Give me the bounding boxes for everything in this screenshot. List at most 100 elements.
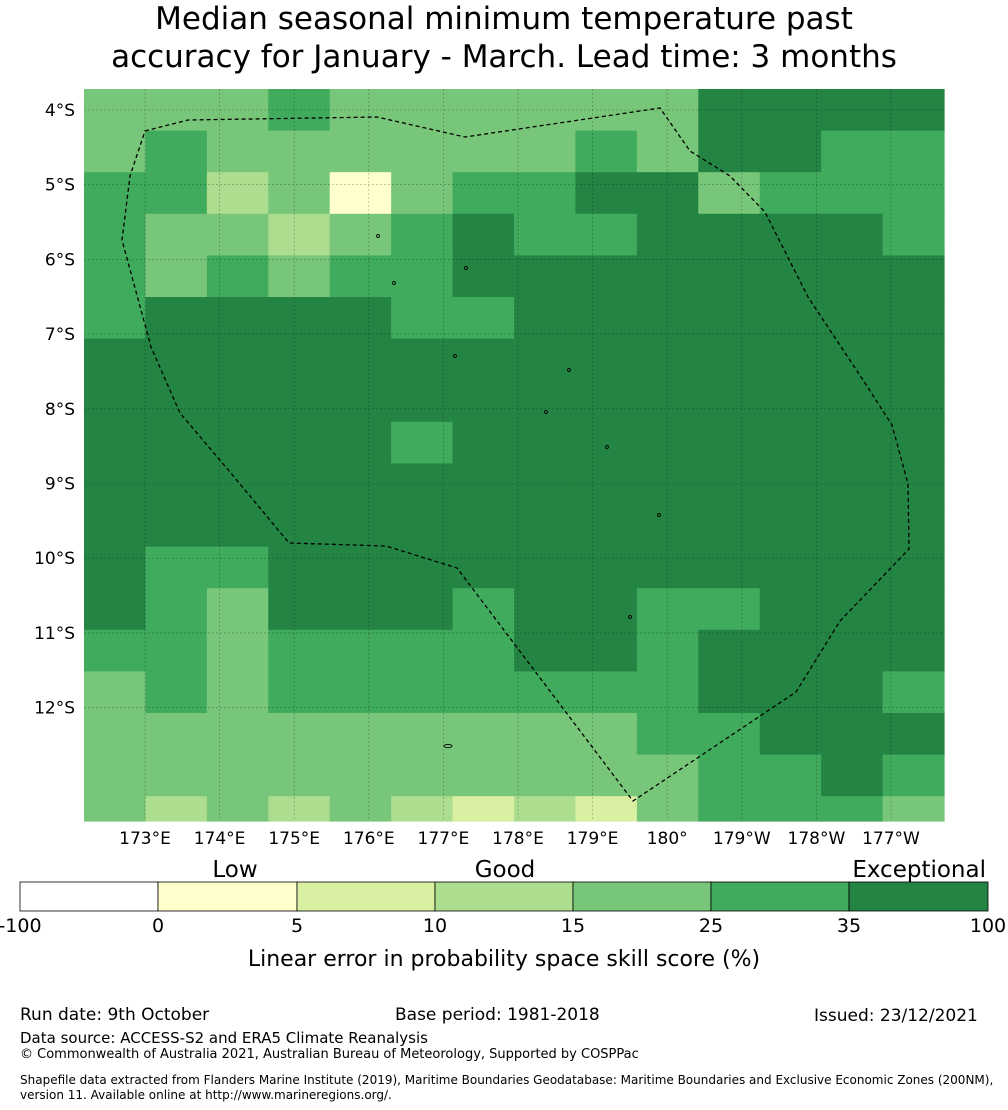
heatmap-cell: [575, 713, 638, 756]
island-outline: [567, 367, 571, 373]
heatmap-cell: [698, 338, 761, 381]
heatmap-cell: [514, 505, 577, 548]
heatmap-cell: [206, 338, 269, 381]
heatmap-cell: [329, 255, 392, 298]
heatmap-cell: [145, 463, 208, 506]
heatmap-cell: [514, 255, 577, 298]
heatmap-cell: [698, 754, 761, 797]
heatmap-cell: [882, 546, 945, 589]
heatmap-cell: [268, 89, 331, 132]
island-outline: [605, 444, 609, 450]
heatmap-cell: [206, 255, 269, 298]
heatmap-cell: [84, 338, 147, 381]
heatmap-cell: [698, 380, 761, 423]
heatmap-cell: [452, 588, 515, 631]
x-tick-label: 173°E: [119, 829, 171, 849]
heatmap-cell: [452, 89, 515, 132]
heatmap-cell: [268, 796, 331, 822]
heatmap-cell: [514, 380, 577, 423]
heatmap-cell: [575, 505, 638, 548]
y-tick-label: 5°S: [45, 176, 75, 196]
heatmap-cell: [821, 255, 884, 298]
heatmap-cell: [329, 213, 392, 256]
heatmap-cell: [452, 255, 515, 298]
heatmap-cell: [698, 588, 761, 631]
heatmap-cell: [268, 297, 331, 340]
base-period: Base period: 1981-2018: [395, 1005, 600, 1025]
colorbar-axis-label: Linear error in probability space skill …: [248, 947, 760, 972]
heatmap-cell: [882, 588, 945, 631]
island-outline: [544, 409, 548, 415]
heatmap-cell: [882, 629, 945, 672]
heatmap-cell: [821, 796, 884, 822]
heatmap-cell: [391, 89, 454, 132]
heatmap-cell: [575, 380, 638, 423]
heatmap-cell: [84, 588, 147, 631]
heatmap-cell: [268, 255, 331, 298]
heatmap-cell: [821, 338, 884, 381]
heatmap-cell: [452, 505, 515, 548]
y-tick-label: 8°S: [45, 400, 75, 420]
data-source: Data source: ACCESS-S2 and ERA5 Climate …: [20, 1029, 428, 1047]
heatmap-cell: [821, 713, 884, 756]
heatmap-cell: [268, 463, 331, 506]
colorbar-segment: [572, 881, 712, 912]
heatmap-cell: [391, 671, 454, 714]
heatmap-cell: [145, 588, 208, 631]
x-tick-label: 175°E: [268, 829, 320, 849]
heatmap-cell: [759, 172, 822, 215]
heatmap-cell: [452, 130, 515, 173]
heatmap-cell: [882, 796, 945, 822]
heatmap-cell: [329, 671, 392, 714]
heatmap-cell: [329, 89, 392, 132]
shapefile-credit-line-2: version 11. Available online at http://w…: [20, 1088, 392, 1102]
heatmap-cell: [84, 671, 147, 714]
heatmap-cell: [636, 546, 699, 589]
heatmap-cell: [452, 380, 515, 423]
heatmap-cell: [206, 172, 269, 215]
heatmap-cell: [329, 713, 392, 756]
heatmap-cell: [206, 629, 269, 672]
heatmap-cell: [882, 130, 945, 173]
eez-boundary-line: [121, 107, 910, 802]
heatmap-cell: [268, 588, 331, 631]
colorbar-category-label: Low: [212, 857, 257, 883]
heatmap-cell: [206, 754, 269, 797]
heatmap-cell: [575, 588, 638, 631]
colorbar-tick-label: 15: [561, 915, 585, 937]
heatmap-cell: [882, 713, 945, 756]
heatmap-cell: [759, 463, 822, 506]
heatmap-cell: [84, 89, 147, 132]
island-outline: [464, 265, 468, 271]
heatmap-cell: [329, 130, 392, 173]
heatmap-cell: [821, 754, 884, 797]
heatmap-cell: [268, 671, 331, 714]
heatmap-cell: [452, 338, 515, 381]
heatmap-cell: [882, 380, 945, 423]
heatmap-cell: [575, 671, 638, 714]
heatmap-cell: [882, 421, 945, 464]
heatmap-cell: [84, 130, 147, 173]
colorbar-segment: [19, 881, 159, 912]
colorbar-category-label: Exceptional: [852, 857, 986, 883]
heatmap-cell: [84, 629, 147, 672]
heatmap-cell: [575, 338, 638, 381]
heatmap-cell: [514, 213, 577, 256]
heatmap-cell: [84, 505, 147, 548]
heatmap-cell: [882, 213, 945, 256]
x-tick-label: 176°E: [343, 829, 395, 849]
graticule-lines: [84, 89, 944, 821]
heatmap-cell: [268, 380, 331, 423]
heatmap-cell: [145, 380, 208, 423]
heatmap-cell: [145, 629, 208, 672]
heatmap-cell: [514, 130, 577, 173]
heatmap-cell: [514, 463, 577, 506]
heatmap-cell: [575, 463, 638, 506]
heatmap-cell: [84, 796, 147, 822]
heatmap-cell: [206, 297, 269, 340]
heatmap-cell: [759, 89, 822, 132]
issued-date: Issued: 23/12/2021: [814, 1006, 978, 1026]
island-outline: [392, 280, 396, 286]
heatmap-cell: [145, 89, 208, 132]
heatmap-cell: [268, 505, 331, 548]
